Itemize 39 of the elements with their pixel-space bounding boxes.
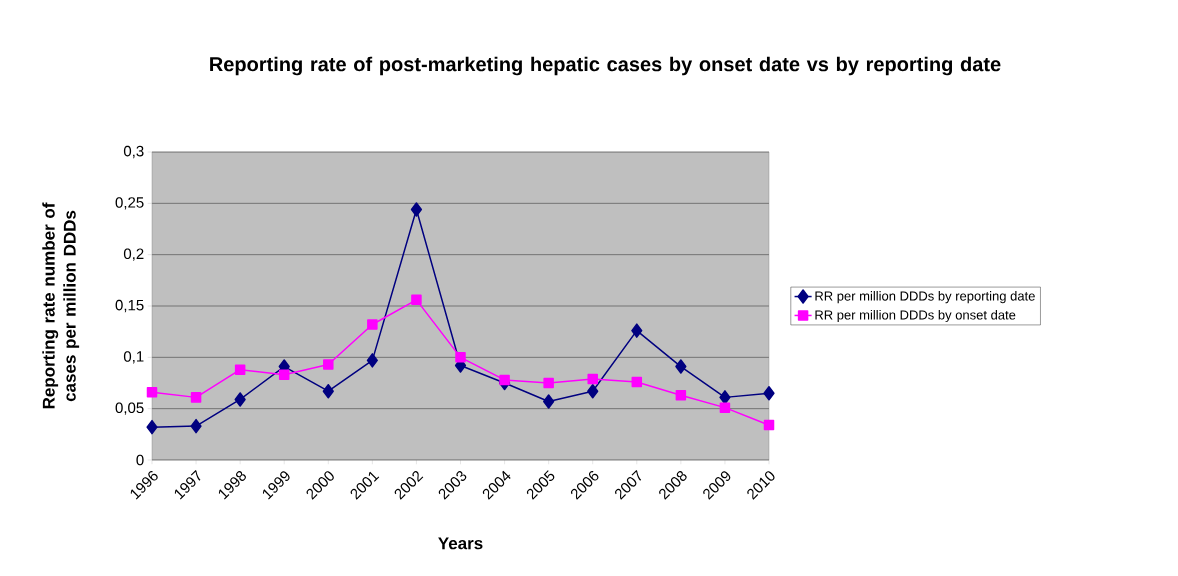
point: [763, 386, 775, 401]
point: [719, 402, 731, 413]
y-tick-label: 0,1: [123, 351, 144, 364]
y-tick-label: 0,25: [115, 197, 144, 210]
point: [234, 392, 246, 407]
point: [499, 374, 510, 386]
y-axis-title: Reporting rate number of cases per million DDDs: [42, 202, 80, 409]
legend-label: RR per million DDDs by reporting date: [815, 291, 1035, 304]
y-tick-label: 0,15: [115, 299, 144, 313]
point: [367, 319, 378, 330]
point: [587, 373, 598, 385]
legend-label: RR per million DDDs by onset date: [815, 309, 1016, 323]
point: [278, 369, 290, 381]
point: [234, 364, 246, 375]
point: [190, 418, 202, 434]
y-tick-label: 0,2: [123, 248, 144, 261]
point: [587, 383, 599, 399]
point: [543, 394, 555, 409]
point: [719, 390, 731, 405]
point: [455, 352, 466, 363]
x-axis-title: Years: [438, 537, 483, 550]
point: [190, 392, 202, 403]
point: [322, 383, 334, 399]
point: [411, 294, 422, 306]
point: [763, 419, 775, 431]
point: [631, 376, 643, 388]
point: [323, 359, 334, 370]
point: [146, 419, 158, 435]
point: [410, 202, 423, 217]
point: [675, 359, 687, 374]
chart-title: Reporting rate of post-marketing hepatic cases by onset date vs by reporting date: [210, 56, 1001, 76]
point: [675, 390, 687, 401]
y-tick-label: 0: [136, 454, 144, 466]
y-tick-label: 0,3: [123, 145, 144, 159]
point: [366, 353, 378, 368]
point: [146, 386, 158, 398]
point: [543, 377, 554, 389]
y-tick-label: 0,05: [115, 402, 144, 415]
point: [631, 323, 643, 338]
